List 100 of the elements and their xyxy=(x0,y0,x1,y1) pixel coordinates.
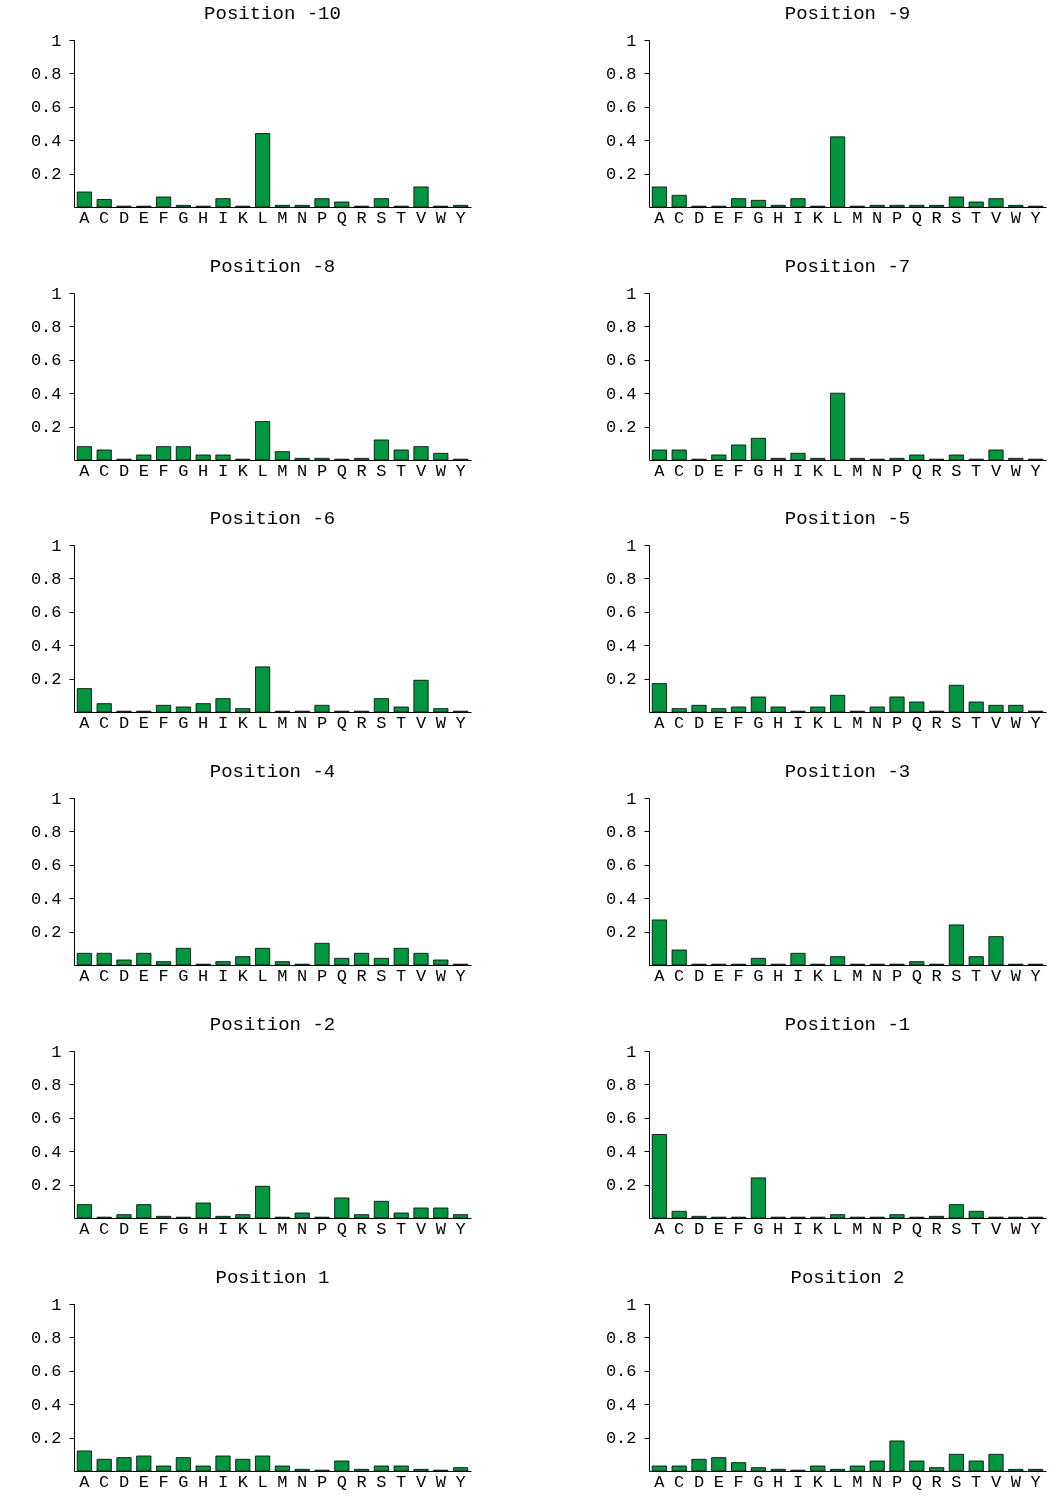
x-tick-label: S xyxy=(951,1219,962,1239)
y-tick-label: 0.2 xyxy=(605,165,637,185)
x-tick-label: P xyxy=(891,1219,903,1239)
y-tick-label: 0.6 xyxy=(605,856,637,876)
x-tick-label: D xyxy=(693,966,705,986)
y-tick-label: 0.6 xyxy=(30,1361,62,1381)
x-tick-label: K xyxy=(237,713,249,733)
y-tick-label: 0.4 xyxy=(605,384,637,404)
x-tick-label: H xyxy=(773,461,784,481)
y-tick-label: 0.8 xyxy=(605,570,637,590)
x-tick-label: F xyxy=(158,461,169,481)
x-tick-label: Y xyxy=(455,1219,466,1239)
x-tick-label: Y xyxy=(1030,208,1041,228)
x-tick-label: Q xyxy=(911,208,922,228)
x-tick-label: H xyxy=(198,461,209,481)
y-tick-label: 0.4 xyxy=(30,1395,62,1415)
x-tick-label: I xyxy=(792,461,804,481)
x-tick-label: Q xyxy=(911,966,922,986)
y-tick-label: 1 xyxy=(626,789,637,809)
x-tick-label: E xyxy=(138,1472,149,1491)
x-tick-label: G xyxy=(753,713,764,733)
x-tick-label: R xyxy=(931,208,942,228)
x-tick-label: H xyxy=(198,1219,209,1239)
y-tick-label: 0.6 xyxy=(30,856,62,876)
x-tick-label: D xyxy=(118,208,130,228)
x-tick-label: Y xyxy=(1030,966,1041,986)
x-tick-label: K xyxy=(812,966,824,986)
x-tick-label: W xyxy=(435,713,447,733)
y-tick-label: 0.8 xyxy=(605,64,637,84)
x-tick-label: M xyxy=(852,1219,863,1239)
x-tick-label: C xyxy=(674,461,685,481)
y-tick-label: 0.2 xyxy=(605,923,637,943)
x-tick-label: D xyxy=(693,713,705,733)
x-tick-label: T xyxy=(396,1219,407,1239)
x-tick-label: G xyxy=(753,1219,764,1239)
x-tick-label: C xyxy=(674,1472,685,1491)
x-tick-label: I xyxy=(792,1472,804,1491)
x-tick-label: A xyxy=(654,208,666,228)
chart-title: Position -2 xyxy=(209,1013,336,1036)
x-tick-label: V xyxy=(990,713,1002,733)
x-tick-label: C xyxy=(99,1219,110,1239)
x-tick-label: E xyxy=(713,713,724,733)
x-tick-label: C xyxy=(99,208,110,228)
y-tick-label: 0.6 xyxy=(605,1361,637,1381)
y-tick-label: 0.6 xyxy=(605,98,637,118)
x-tick-label: K xyxy=(812,208,824,228)
x-tick-label: N xyxy=(872,1472,883,1491)
x-tick-label: W xyxy=(435,461,447,481)
y-tick-label: 0.8 xyxy=(30,317,62,337)
x-tick-label: V xyxy=(415,461,427,481)
chart-title: Position -4 xyxy=(209,761,336,784)
x-tick-label: N xyxy=(297,1472,308,1491)
y-tick-label: 0.6 xyxy=(605,603,637,623)
x-tick-label: W xyxy=(1010,1472,1022,1491)
x-tick-label: F xyxy=(733,1219,744,1239)
x-tick-label: I xyxy=(217,461,229,481)
y-tick-label: 0.8 xyxy=(605,1075,637,1095)
x-tick-label: P xyxy=(316,461,328,481)
x-tick-label: H xyxy=(198,208,209,228)
x-tick-label: Q xyxy=(911,713,922,733)
x-tick-label: M xyxy=(277,208,288,228)
x-tick-label: N xyxy=(872,208,883,228)
x-tick-label: H xyxy=(773,966,784,986)
x-tick-label: L xyxy=(257,208,268,228)
x-tick-label: P xyxy=(891,966,903,986)
y-tick-label: 0.4 xyxy=(605,889,637,909)
x-tick-label: S xyxy=(951,713,962,733)
y-tick-label: 0.2 xyxy=(605,1175,637,1195)
x-tick-label: V xyxy=(990,1472,1002,1491)
x-tick-label: S xyxy=(376,461,387,481)
y-tick-label: 0.6 xyxy=(30,603,62,623)
y-tick-label: 1 xyxy=(51,1295,62,1314)
y-tick-label: 0.2 xyxy=(30,670,62,690)
x-tick-label: M xyxy=(852,208,863,228)
x-tick-label: S xyxy=(951,1472,962,1491)
x-tick-label: I xyxy=(792,966,804,986)
x-tick-label: D xyxy=(693,1472,705,1491)
x-tick-label: I xyxy=(217,966,229,986)
y-tick-label: 1 xyxy=(51,31,62,51)
x-tick-label: F xyxy=(733,966,744,986)
x-tick-label: T xyxy=(971,713,982,733)
y-tick-label: 0.2 xyxy=(605,670,637,690)
x-tick-label: C xyxy=(674,966,685,986)
y-tick-label: 0.8 xyxy=(30,822,62,842)
x-tick-label: D xyxy=(118,461,130,481)
x-tick-label: E xyxy=(713,461,724,481)
x-tick-label: D xyxy=(693,208,705,228)
x-tick-label: L xyxy=(257,1472,268,1491)
x-tick-label: Y xyxy=(1030,713,1041,733)
y-tick-label: 0.4 xyxy=(30,131,62,151)
x-tick-label: A xyxy=(654,1472,666,1491)
x-tick-label: K xyxy=(237,208,249,228)
x-tick-label: E xyxy=(138,966,149,986)
x-tick-label: L xyxy=(832,461,843,481)
x-tick-label: S xyxy=(376,1472,387,1491)
chart-title: Position -1 xyxy=(784,1013,911,1036)
x-tick-label: S xyxy=(951,461,962,481)
y-tick-label: 0.6 xyxy=(605,350,637,370)
y-tick-label: 0.6 xyxy=(30,98,62,118)
x-tick-label: V xyxy=(990,461,1002,481)
